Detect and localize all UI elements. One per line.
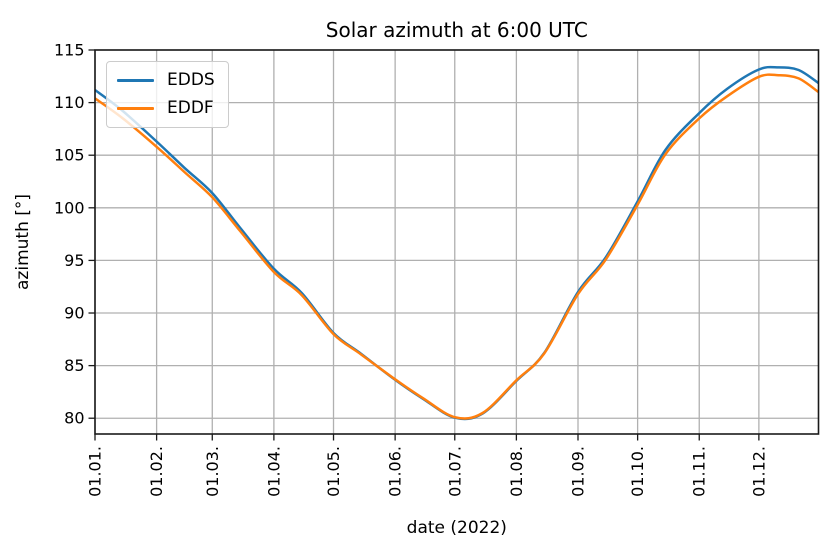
x-tick-label: 01.02. xyxy=(147,446,166,497)
legend-line-swatch-eddf xyxy=(117,107,154,111)
legend: EDDS EDDF xyxy=(106,61,229,128)
x-tick-label: 01.05. xyxy=(324,446,343,497)
y-axis-label: azimuth [°] xyxy=(13,194,33,290)
y-tick-label: 80 xyxy=(64,409,84,428)
legend-line-swatch-edds xyxy=(117,78,154,82)
legend-label-eddf: EDDF xyxy=(167,98,214,119)
x-tick-label: 01.09. xyxy=(568,446,587,497)
series-lines xyxy=(95,65,819,421)
y-tick-label: 110 xyxy=(54,93,85,112)
ticks xyxy=(88,49,760,441)
legend-item-eddf: EDDF xyxy=(117,98,215,118)
line-eddf xyxy=(95,73,819,420)
x-tick-label: 01.06. xyxy=(386,446,405,497)
x-tick-label: 01.11. xyxy=(690,446,709,497)
x-tick-label: 01.08. xyxy=(507,446,526,497)
y-tick-label: 105 xyxy=(54,146,85,165)
legend-label-edds: EDDS xyxy=(167,70,215,90)
x-axis-label: date (2022) xyxy=(407,518,507,538)
y-tick-label: 85 xyxy=(64,356,84,375)
x-tick-label: 01.01. xyxy=(86,446,105,497)
x-tick-label: 01.07. xyxy=(445,446,464,497)
x-tick-label: 01.10. xyxy=(628,446,647,497)
tick-labels: 01.01. 01.02. 01.03. 01.04. 01.05. 01.06. 01.0… xyxy=(54,41,768,497)
y-tick-label: 95 xyxy=(64,251,84,270)
x-tick-label: 01.12. xyxy=(749,446,768,497)
y-tick-label: 115 xyxy=(54,41,85,60)
plot-spines xyxy=(94,49,820,435)
y-tick-label: 100 xyxy=(54,198,85,217)
legend-item-edds: EDDS xyxy=(117,70,215,90)
chart-title: Solar azimuth at 6:00 UTC xyxy=(326,18,588,42)
x-tick-label: 01.04. xyxy=(264,446,283,497)
y-tick-label: 90 xyxy=(64,304,84,323)
x-tick-label: 01.03. xyxy=(203,446,222,497)
